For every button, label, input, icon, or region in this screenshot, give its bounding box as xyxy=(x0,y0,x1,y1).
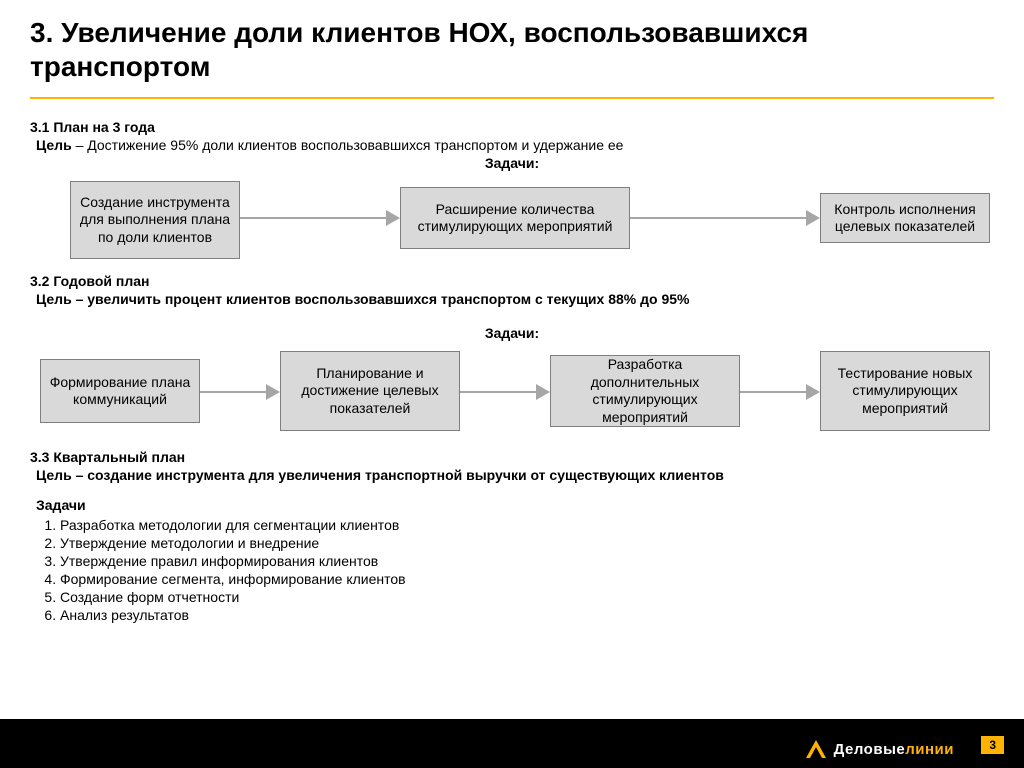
flow-32: Формирование плана коммуникаций Планирова… xyxy=(30,351,994,435)
goal-text: – создание инструмента для увеличения тр… xyxy=(72,467,724,483)
page-number-badge: 3 xyxy=(981,736,1004,754)
arrow-line xyxy=(240,217,388,219)
arrow-line xyxy=(460,391,538,393)
slide-body: 3.1 План на 3 года Цель – Достижение 95%… xyxy=(0,99,1024,623)
task-item: Создание форм отчетности xyxy=(60,589,994,605)
section-33-tasks-label: Задачи xyxy=(36,497,994,513)
flow-31: Создание инструмента для выполнения план… xyxy=(30,181,994,269)
slide: 3. Увеличение доли клиентов НОХ, восполь… xyxy=(0,0,1024,768)
arrow-head-icon xyxy=(266,384,280,400)
section-33-goal: Цель – создание инструмента для увеличен… xyxy=(36,467,994,483)
arrow-line xyxy=(200,391,268,393)
section-31-goal: Цель – Достижение 95% доли клиентов восп… xyxy=(36,137,994,153)
section-32-heading: 3.2 Годовой план xyxy=(30,273,994,289)
arrow-head-icon xyxy=(806,384,820,400)
goal-prefix: Цель xyxy=(36,137,72,153)
arrow-head-icon xyxy=(806,210,820,226)
task-item: Разработка методологии для сегментации к… xyxy=(60,517,994,533)
section-33-heading: 3.3 Квартальный план xyxy=(30,449,994,465)
section-32-goal: Цель – увеличить процент клиентов воспол… xyxy=(36,291,994,307)
goal-prefix: Цель xyxy=(36,467,72,483)
flow-box: Создание инструмента для выполнения план… xyxy=(70,181,240,259)
flow-box: Формирование плана коммуникаций xyxy=(40,359,200,423)
arrow-head-icon xyxy=(536,384,550,400)
flow-box: Тестирование новых стимулирующих меропри… xyxy=(820,351,990,431)
goal-text: – увеличить процент клиентов воспользова… xyxy=(72,291,690,307)
section-32-tasks-label: Задачи: xyxy=(30,325,994,341)
task-item: Формирование сегмента, информирование кл… xyxy=(60,571,994,587)
task-item: Анализ результатов xyxy=(60,607,994,623)
footer: Деловыелинии 3 xyxy=(0,718,1024,768)
flow-box: Расширение количества стимулирующих меро… xyxy=(400,187,630,249)
logo-text-plain: Деловые xyxy=(834,741,906,758)
flow-box: Планирование и достижение целевых показа… xyxy=(280,351,460,431)
section-33: 3.3 Квартальный план Цель – создание инс… xyxy=(30,449,994,623)
task-item: Утверждение методологии и внедрение xyxy=(60,535,994,551)
logo-text: Деловыелинии xyxy=(834,741,954,758)
logo: Деловыелинии xyxy=(806,740,954,758)
goal-text: – Достижение 95% доли клиентов воспользо… xyxy=(72,137,624,153)
flow-box: Контроль исполнения целевых показателей xyxy=(820,193,990,243)
arrow-line xyxy=(630,217,808,219)
logo-text-accent: линии xyxy=(905,741,954,758)
section-31-tasks-label: Задачи: xyxy=(30,155,994,171)
slide-title: 3. Увеличение доли клиентов НОХ, восполь… xyxy=(30,16,994,83)
goal-prefix: Цель xyxy=(36,291,72,307)
task-item: Утверждение правил информирования клиент… xyxy=(60,553,994,569)
arrow-head-icon xyxy=(386,210,400,226)
footer-bar: Деловыелинии 3 xyxy=(0,722,1024,768)
section-31-heading: 3.1 План на 3 года xyxy=(30,119,994,135)
title-block: 3. Увеличение доли клиентов НОХ, восполь… xyxy=(0,0,1024,91)
arrow-line xyxy=(740,391,808,393)
flow-box: Разработка дополнительных стимулирующих … xyxy=(550,355,740,427)
logo-icon xyxy=(806,740,826,758)
section-33-task-list: Разработка методологии для сегментации к… xyxy=(60,517,994,623)
